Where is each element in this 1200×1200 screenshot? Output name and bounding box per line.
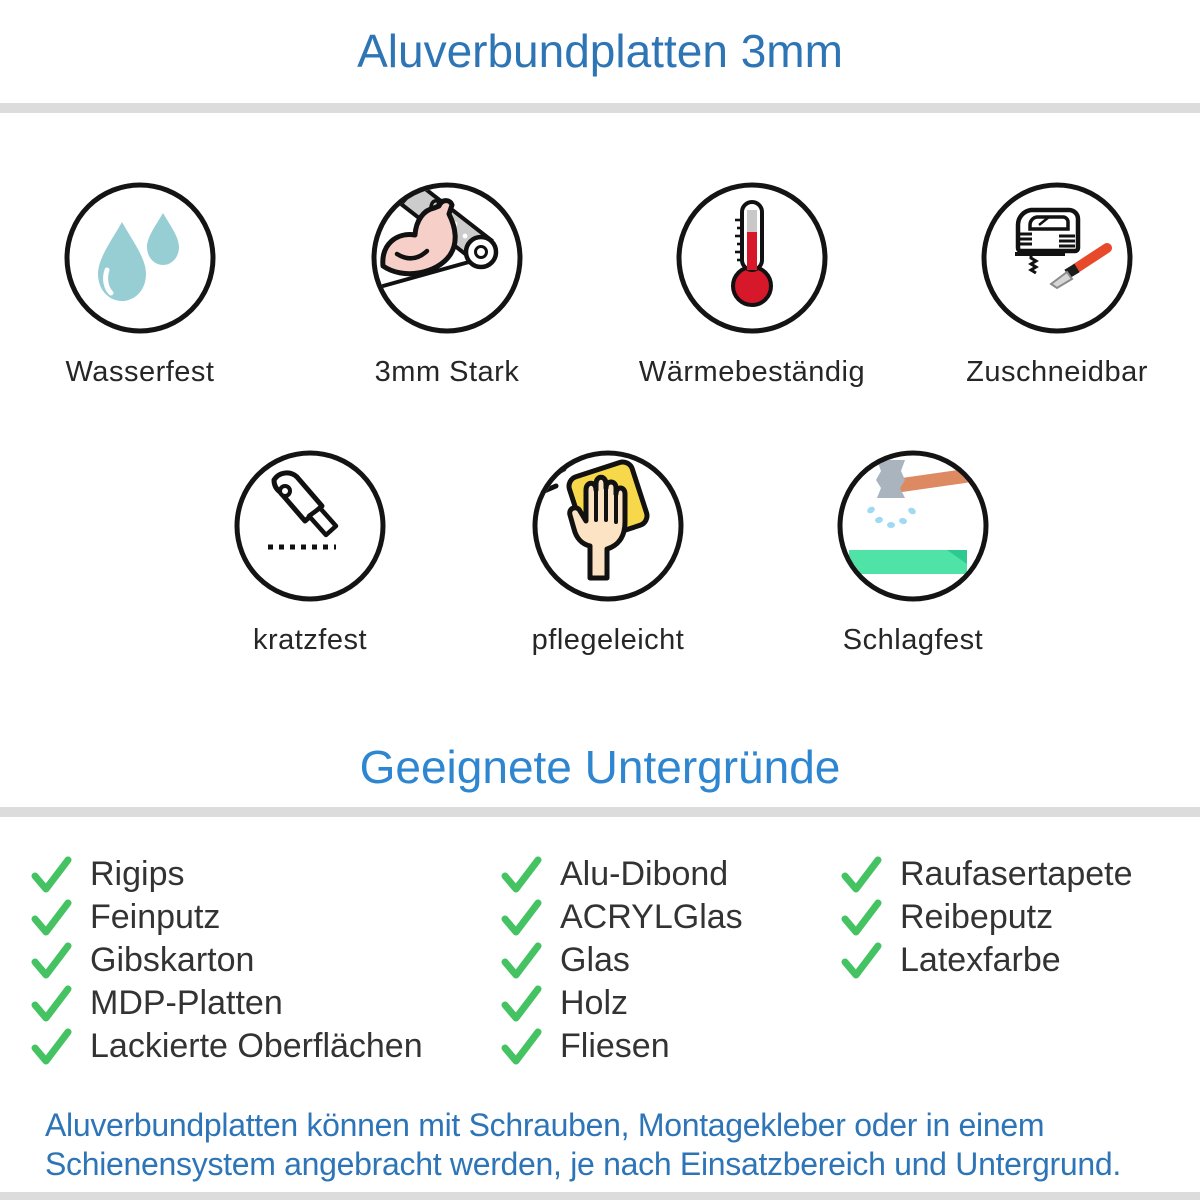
green-check-icon	[500, 983, 542, 1025]
substrate-item: Lackierte Oberflächen	[30, 1025, 423, 1068]
wiping-hand-icon	[530, 448, 686, 604]
feature-label: Wärmebeständig	[638, 356, 866, 388]
green-check-icon	[30, 940, 72, 982]
substrate-label: MDP-Platten	[90, 984, 283, 1022]
utility-knife-icon	[232, 448, 388, 604]
substrate-item: Gibskarton	[30, 939, 423, 982]
green-check-icon	[30, 983, 72, 1025]
feature-zuschneidbar: Zuschneidbar	[927, 180, 1187, 389]
section-divider	[0, 1192, 1200, 1200]
green-check-icon	[30, 1026, 72, 1068]
mounting-note-line2: Schienensystem angebracht werden, je nac…	[45, 1146, 1121, 1182]
substrate-label: Gibskarton	[90, 941, 255, 979]
mounting-note: Aluverbundplatten können mit Schrauben, …	[45, 1106, 1121, 1184]
mounting-note-line1: Aluverbundplatten können mit Schrauben, …	[45, 1107, 1045, 1143]
page-title: Aluverbundplatten 3mm	[357, 25, 843, 77]
substrate-item: Glas	[500, 939, 743, 982]
thermometer-icon	[674, 180, 830, 336]
feature-label: kratzfest	[252, 624, 368, 656]
section-title-untergruende: Geeignete Untergründe	[359, 741, 841, 793]
green-check-icon	[30, 897, 72, 939]
substrate-label: Rigips	[90, 855, 185, 893]
section-divider	[0, 807, 1200, 817]
substrate-item: Latexfarbe	[840, 939, 1133, 982]
substrate-label: Reibeputz	[900, 898, 1054, 936]
substrate-label: Latexfarbe	[900, 941, 1061, 979]
water-drops-icon	[62, 180, 218, 336]
substrate-label: Glas	[560, 941, 630, 979]
substrate-label: Alu-Dibond	[560, 855, 729, 893]
substrates-column-2: Alu-Dibond ACRYLGlas Glas Holz Fliesen	[500, 853, 743, 1068]
substrate-item: Alu-Dibond	[500, 853, 743, 896]
substrate-item: Raufasertapete	[840, 853, 1133, 896]
feature-kratzfest: kratzfest	[180, 448, 440, 657]
substrate-label: Feinputz	[90, 898, 221, 936]
substrate-label: ACRYLGlas	[560, 898, 743, 936]
substrate-item: ACRYLGlas	[500, 896, 743, 939]
hammer-impact-icon	[835, 448, 991, 604]
feature-label: pflegeleicht	[531, 624, 685, 656]
section-divider	[0, 103, 1200, 113]
green-check-icon	[500, 897, 542, 939]
substrate-item: MDP-Platten	[30, 982, 423, 1025]
substrate-label: Holz	[560, 984, 629, 1022]
jigsaw-knife-icon	[979, 180, 1135, 336]
green-check-icon	[840, 897, 882, 939]
feature-3mm-stark: 3mm Stark	[317, 180, 577, 389]
substrates-column-3: Raufasertapete Reibeputz Latexfarbe	[840, 853, 1133, 982]
muscle-arm-panel-icon	[369, 180, 525, 336]
substrate-label: Raufasertapete	[900, 855, 1133, 893]
green-check-icon	[500, 854, 542, 896]
feature-wasserfest: Wasserfest	[10, 180, 270, 389]
substrate-label: Lackierte Oberflächen	[90, 1027, 423, 1065]
feature-label: Zuschneidbar	[966, 356, 1148, 388]
substrate-item: Reibeputz	[840, 896, 1133, 939]
green-check-icon	[500, 1026, 542, 1068]
green-check-icon	[500, 940, 542, 982]
feature-label: Schlagfest	[842, 624, 984, 656]
substrates-column-1: Rigips Feinputz Gibskarton MDP-Platten L…	[30, 853, 423, 1068]
green-check-icon	[840, 854, 882, 896]
feature-label: Wasserfest	[65, 356, 215, 388]
substrate-label: Fliesen	[560, 1027, 670, 1065]
substrate-item: Feinputz	[30, 896, 423, 939]
feature-label: 3mm Stark	[374, 356, 520, 388]
feature-pflegeleicht: pflegeleicht	[478, 448, 738, 657]
substrate-item: Holz	[500, 982, 743, 1025]
feature-waermebestaendig: Wärmebeständig	[622, 180, 882, 389]
substrate-item: Fliesen	[500, 1025, 743, 1068]
feature-schlagfest: Schlagfest	[783, 448, 1043, 657]
green-check-icon	[30, 854, 72, 896]
substrate-item: Rigips	[30, 853, 423, 896]
green-check-icon	[840, 940, 882, 982]
